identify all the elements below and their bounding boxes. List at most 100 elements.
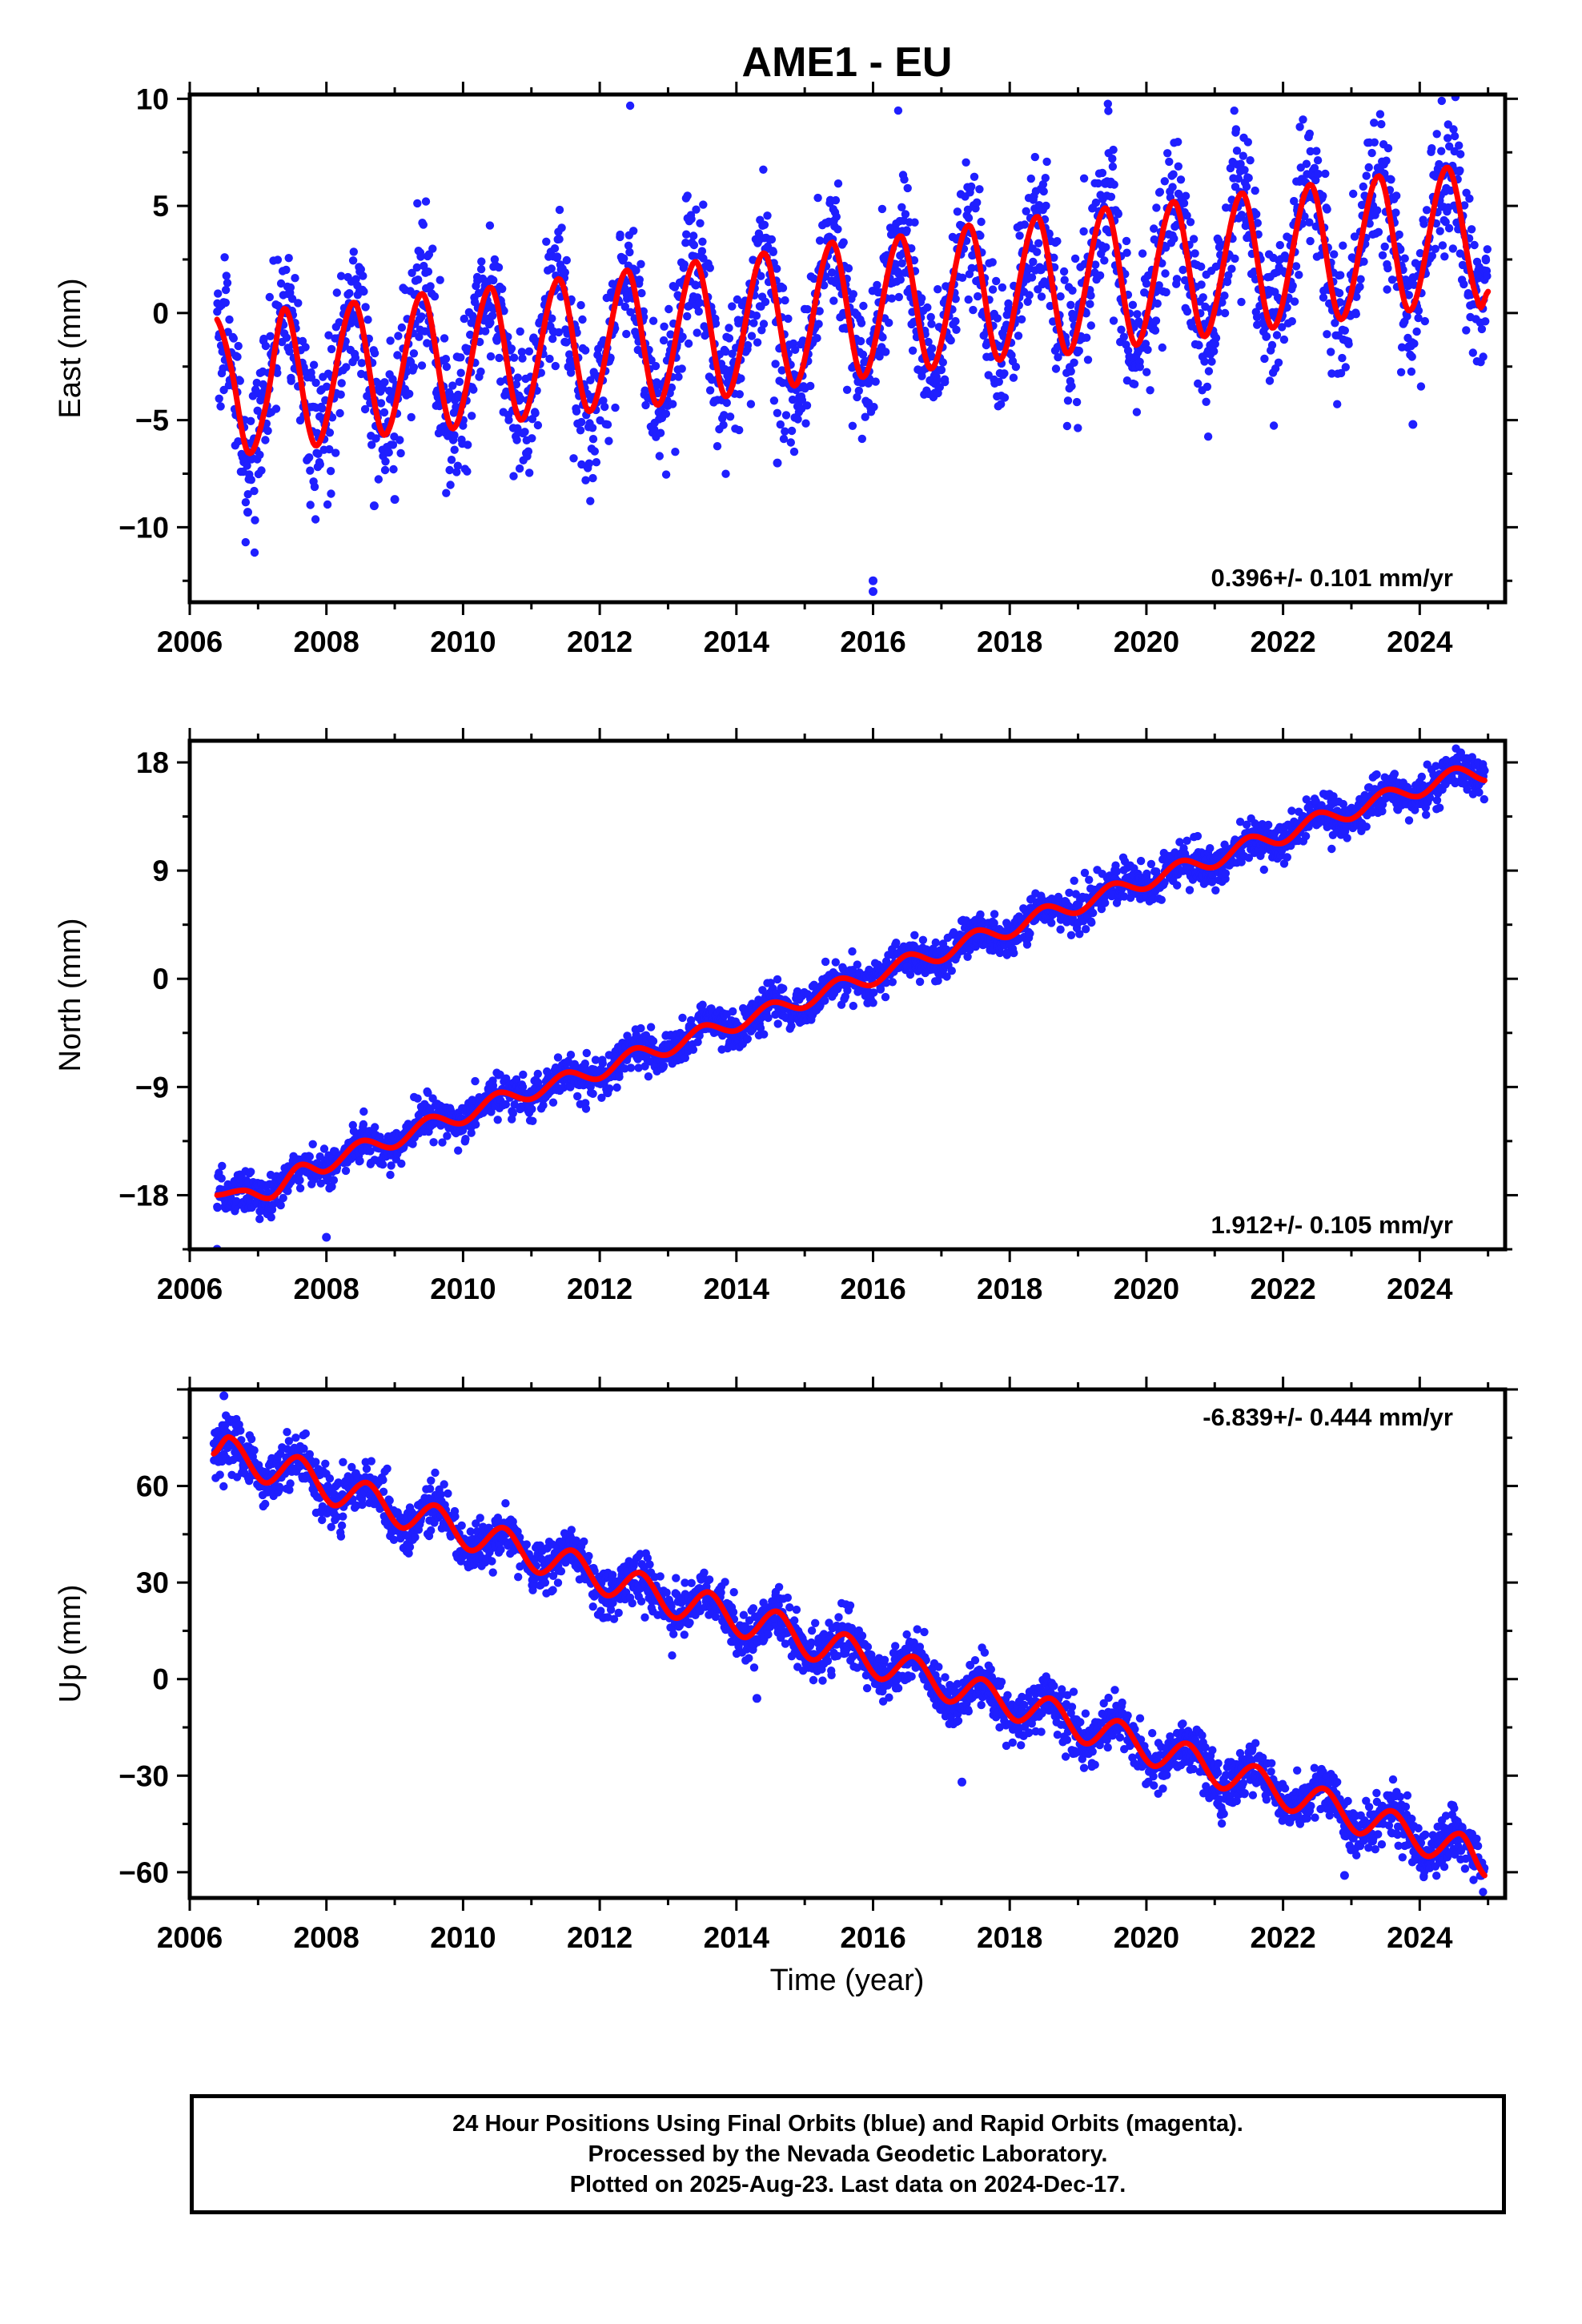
data-point xyxy=(819,281,829,290)
data-point xyxy=(1483,271,1492,280)
data-point xyxy=(1305,129,1315,139)
data-point xyxy=(450,445,459,454)
x-tick-label: 2006 xyxy=(157,625,223,658)
data-point xyxy=(429,1138,438,1147)
data-point xyxy=(1169,170,1178,179)
data-point xyxy=(656,428,665,437)
data-point xyxy=(992,276,1001,286)
data-point xyxy=(528,1104,536,1114)
data-point xyxy=(1279,859,1289,868)
data-point xyxy=(1170,234,1178,243)
data-point xyxy=(1163,149,1172,158)
data-point xyxy=(1220,308,1230,318)
data-point xyxy=(1070,876,1078,886)
data-point xyxy=(1112,867,1122,876)
data-point xyxy=(553,1053,563,1062)
data-point xyxy=(801,419,810,428)
data-point xyxy=(769,247,777,256)
data-point xyxy=(259,334,268,344)
data-point xyxy=(934,285,942,294)
data-point xyxy=(516,394,525,404)
data-point xyxy=(781,296,789,305)
data-point xyxy=(413,1094,422,1103)
data-point xyxy=(1305,218,1314,227)
data-point xyxy=(1180,275,1190,285)
data-point xyxy=(953,207,962,216)
data-point xyxy=(803,305,812,314)
data-point xyxy=(592,458,601,467)
data-point xyxy=(661,409,671,418)
data-point xyxy=(722,398,731,408)
data-point xyxy=(548,1098,558,1107)
data-point xyxy=(379,408,389,417)
data-point xyxy=(1456,166,1464,175)
data-point xyxy=(469,385,478,394)
data-point xyxy=(641,400,650,410)
data-point xyxy=(515,464,524,473)
data-point xyxy=(1203,432,1213,441)
data-point xyxy=(615,1072,624,1082)
data-point xyxy=(1197,280,1206,289)
data-point xyxy=(1119,332,1129,341)
data-point xyxy=(735,390,744,399)
data-point xyxy=(1351,310,1361,319)
data-point xyxy=(707,376,717,384)
data-point xyxy=(833,225,842,234)
data-point xyxy=(1331,319,1339,328)
data-point xyxy=(1383,143,1393,153)
data-point xyxy=(324,331,333,340)
x-tick-label: 2012 xyxy=(567,625,632,658)
data-point xyxy=(1072,397,1082,407)
data-point xyxy=(407,412,416,422)
data-point xyxy=(367,440,376,449)
data-point xyxy=(848,947,857,956)
data-point xyxy=(1102,243,1110,251)
data-point xyxy=(771,360,780,368)
data-point xyxy=(588,473,597,483)
data-point xyxy=(671,448,680,456)
data-point xyxy=(908,346,917,355)
plot-area-east xyxy=(213,94,1492,597)
data-point xyxy=(1383,285,1391,294)
data-point xyxy=(735,425,744,435)
data-point xyxy=(828,268,837,277)
data-point xyxy=(1412,327,1421,336)
data-point xyxy=(455,377,464,386)
data-point xyxy=(1392,191,1401,200)
data-point xyxy=(842,385,852,394)
data-point xyxy=(566,368,576,377)
data-point xyxy=(533,420,543,430)
data-point xyxy=(222,271,231,280)
data-point xyxy=(1338,353,1347,363)
data-point xyxy=(221,298,230,308)
data-point xyxy=(881,979,891,987)
data-point xyxy=(1223,277,1232,287)
data-point xyxy=(569,454,578,463)
data-point xyxy=(941,377,950,387)
data-point xyxy=(626,1063,636,1072)
data-point xyxy=(456,368,465,377)
data-point xyxy=(445,465,454,475)
data-point xyxy=(235,376,244,385)
data-point xyxy=(1042,201,1050,211)
data-point xyxy=(787,1021,796,1031)
data-point xyxy=(923,303,932,312)
data-point xyxy=(1450,131,1460,141)
data-point xyxy=(603,420,612,429)
data-point xyxy=(611,403,620,412)
data-point xyxy=(1120,892,1129,901)
data-point xyxy=(271,404,281,413)
data-point xyxy=(520,428,529,436)
data-point xyxy=(752,312,761,320)
data-point xyxy=(394,332,403,340)
data-point xyxy=(1275,240,1285,250)
data-point xyxy=(250,548,259,557)
x-tick-label: 2016 xyxy=(840,625,905,658)
data-point xyxy=(1444,223,1454,233)
data-point xyxy=(588,424,597,432)
data-point xyxy=(967,263,977,272)
data-point xyxy=(335,408,344,418)
data-point xyxy=(635,275,644,284)
data-point xyxy=(542,237,551,246)
data-point xyxy=(1108,155,1117,163)
